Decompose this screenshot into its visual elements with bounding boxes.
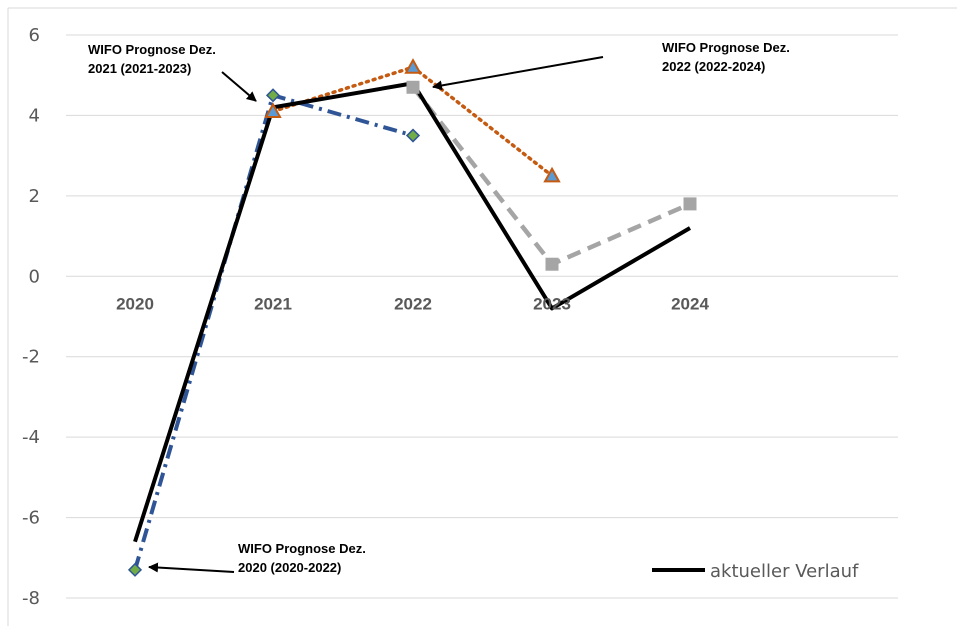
x-tick-label: 2023 [533,294,571,313]
data-point-square [683,197,697,211]
data-point-triangle [543,166,561,183]
y-tick-label: 4 [29,105,40,126]
x-tick-label: 2024 [671,294,709,313]
data-point-triangle [264,102,282,119]
y-tick-label: 6 [29,25,40,46]
data-point-diamond [405,128,421,143]
series-layer [133,65,692,571]
x-tick-label: 2022 [394,294,432,313]
y-tick-label: 2 [29,186,40,207]
data-point-diamond [127,562,143,577]
annotation-arrow [221,71,257,102]
series-line-1 [133,93,414,571]
annotation-layer: WIFO Prognose Dez. 2020 (2020-2022) WIFO P… [88,40,790,575]
annotation-line1: WIFO Prognose Dez. [88,42,216,57]
data-point-diamond [265,88,281,103]
annotation-line2: 2021 (2021-2023) [88,61,191,76]
marker-layer [127,58,697,577]
y-tick-label: -6 [22,508,40,529]
annotation-line1: WIFO Prognose Dez. [238,541,366,556]
annotation-line2: 2022 (2022-2024) [662,59,765,74]
data-point-triangle [404,58,422,74]
legend: aktueller Verlauf [652,561,859,582]
annotation-arrow [432,56,604,91]
y-tick-label: -8 [22,588,40,609]
legend-label: aktueller Verlauf [710,561,859,582]
label-layer: 6 4 2 0 -2 -4 -6 -8 2020 2021 2022 2023 2024 [22,25,709,609]
y-tick-label: -2 [22,347,40,368]
annotation-line1: WIFO Prognose Dez. [662,40,790,55]
x-tick-label: 2021 [254,294,292,313]
grid [7,7,957,626]
x-tick-label: 2020 [116,294,154,313]
y-tick-label: -4 [22,427,40,448]
data-point-square [406,80,420,94]
annotation-line2: 2020 (2020-2022) [238,560,341,575]
y-tick-label: 0 [29,266,40,287]
data-point-square [545,257,559,271]
annotation-arrow [148,562,235,573]
